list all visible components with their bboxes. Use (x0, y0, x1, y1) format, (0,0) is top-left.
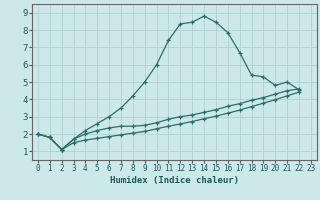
X-axis label: Humidex (Indice chaleur): Humidex (Indice chaleur) (110, 176, 239, 185)
